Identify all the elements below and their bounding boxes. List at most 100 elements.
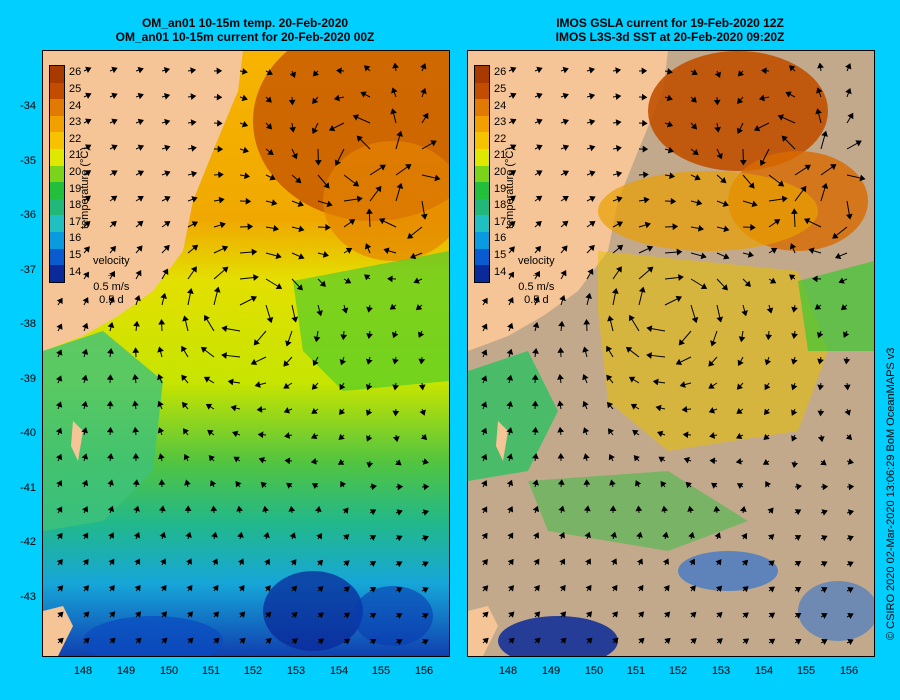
colorbar-tick-label: 15	[69, 249, 82, 262]
current-vector-arrowhead	[85, 118, 92, 125]
current-vector-arrowhead	[588, 67, 595, 74]
current-vector-arrowhead	[375, 185, 382, 193]
current-vector-arrowhead	[366, 409, 373, 416]
current-vector-arrowhead	[664, 637, 671, 645]
current-vector-arrowhead	[343, 638, 351, 645]
current-vector-arrowhead	[283, 407, 291, 414]
current-vector-arrowhead	[562, 170, 569, 177]
current-vector-arrowhead	[531, 374, 539, 380]
current-vector-arrowhead	[616, 170, 623, 178]
current-vector-arrowhead	[641, 93, 648, 101]
current-vector-arrowhead	[296, 284, 303, 291]
current-vector-arrowhead	[83, 611, 90, 618]
current-vector-arrowhead	[561, 245, 568, 252]
current-vector-arrowhead	[480, 375, 488, 382]
current-vector-arrowhead	[343, 612, 351, 619]
current-vector-arrowhead	[508, 611, 515, 618]
current-vector-arrowhead	[107, 479, 114, 486]
colorbar-segment	[475, 149, 489, 166]
current-vector-arrowhead	[845, 87, 852, 95]
left-title-line1: OM_an01 10-15m temp. 20-Feb-2020	[141, 16, 349, 30]
current-vector-arrowhead	[533, 532, 540, 539]
current-vector-arrowhead	[558, 320, 565, 327]
current-vector-arrowhead	[534, 270, 541, 278]
current-vector-arrowhead	[289, 532, 296, 539]
right-current-vectors	[480, 62, 866, 646]
current-vector-arrowhead	[191, 170, 198, 178]
current-vector-arrowhead	[84, 170, 92, 177]
current-vector-arrowhead	[685, 481, 692, 489]
current-vector-arrowhead	[633, 455, 640, 462]
current-vector-arrowhead	[311, 432, 318, 440]
current-vector-arrowhead	[132, 373, 139, 380]
current-vector-arrowhead	[157, 400, 164, 408]
current-vector-arrowhead	[164, 195, 171, 203]
current-vector-arrowhead	[847, 639, 854, 646]
colorbar-tick-label: 21	[69, 149, 82, 162]
lon-label: 149	[116, 665, 136, 677]
current-vector-arrowhead	[84, 144, 92, 151]
current-vector-arrowhead	[672, 223, 679, 231]
lon-label: 148	[73, 665, 93, 677]
current-vector-arrowhead	[609, 505, 617, 511]
current-vector-arrowhead	[392, 62, 399, 69]
current-vector-arrowhead	[191, 244, 199, 251]
lon-label: 150	[584, 665, 604, 677]
colorbar-tick-label: 17	[494, 215, 507, 228]
left-map-model-temperature[interactable]: 26 25 24 23 22 21 20 19 18 17 16 15 14 temperature (…	[42, 50, 450, 657]
current-vector-arrowhead	[230, 404, 237, 412]
current-vector-arrowhead	[535, 195, 543, 202]
velocity-key-label: velocity	[518, 255, 555, 267]
current-vector-arrowhead	[232, 430, 239, 438]
current-vector-arrowhead	[107, 348, 114, 354]
current-vector-arrowhead	[562, 92, 569, 100]
current-vector-arrowhead	[507, 585, 515, 592]
current-vector-arrowhead	[322, 251, 329, 258]
current-vector-arrowhead	[108, 558, 115, 566]
current-vector-arrowhead	[845, 63, 852, 70]
current-vector-arrowhead	[716, 612, 723, 619]
current-vector-arrowhead	[506, 400, 513, 408]
current-vector-arrowhead	[741, 533, 748, 540]
current-vector-arrowhead	[396, 613, 403, 619]
current-vector-arrowhead	[691, 69, 698, 76]
colorbar-segment	[50, 165, 64, 183]
current-vector-arrowhead	[821, 639, 828, 645]
current-vector-arrowhead	[212, 584, 219, 592]
current-vector-arrowhead	[510, 118, 517, 125]
right-title-line1: IMOS GSLA current for 19-Feb-2020 12Z	[556, 16, 784, 30]
left-map-field	[43, 51, 449, 656]
colorbar-tick-label: 14	[69, 265, 82, 278]
current-vector-arrowhead	[109, 245, 117, 253]
current-vector-arrowhead	[611, 584, 618, 592]
colorbar-tick-label: 20	[494, 166, 507, 178]
current-vector-arrowhead	[682, 431, 689, 439]
current-vector-arrowhead	[316, 533, 323, 540]
current-vector-arrowhead	[57, 611, 64, 618]
current-vector-arrowhead	[509, 195, 516, 202]
current-vector-arrowhead	[637, 584, 644, 592]
current-vector-arrowhead	[82, 506, 89, 513]
current-vector-arrowhead	[369, 561, 377, 567]
current-vector-arrowhead	[205, 403, 213, 410]
current-vector-arrowhead	[182, 315, 189, 322]
current-vector-arrowhead	[191, 221, 199, 228]
current-vector-arrowhead	[562, 144, 570, 151]
current-vector-arrowhead	[217, 145, 224, 153]
current-vector-arrowhead	[794, 586, 802, 593]
current-vector-arrowhead	[608, 453, 615, 461]
current-vector-arrowhead	[690, 123, 698, 130]
current-vector-arrowhead	[137, 220, 144, 227]
colorbar-segment	[475, 198, 489, 216]
current-vector-arrowhead	[716, 152, 723, 160]
colorbar-tick-label: 23	[69, 116, 82, 129]
lat-label: -40	[20, 427, 36, 439]
current-vector-arrowhead	[737, 97, 744, 104]
right-map-satellite-sst[interactable]: 26 25 24 23 22 21 20 19 18 17 16 15 14 temperature (…	[467, 50, 875, 657]
current-vector-arrowhead	[716, 638, 723, 645]
colorbar-segment	[475, 99, 489, 116]
current-vector-arrowhead	[257, 431, 264, 439]
current-vector-arrowhead	[536, 92, 543, 100]
current-vector-arrowhead	[265, 611, 272, 618]
colorbar-tick-label: 23	[494, 116, 507, 129]
